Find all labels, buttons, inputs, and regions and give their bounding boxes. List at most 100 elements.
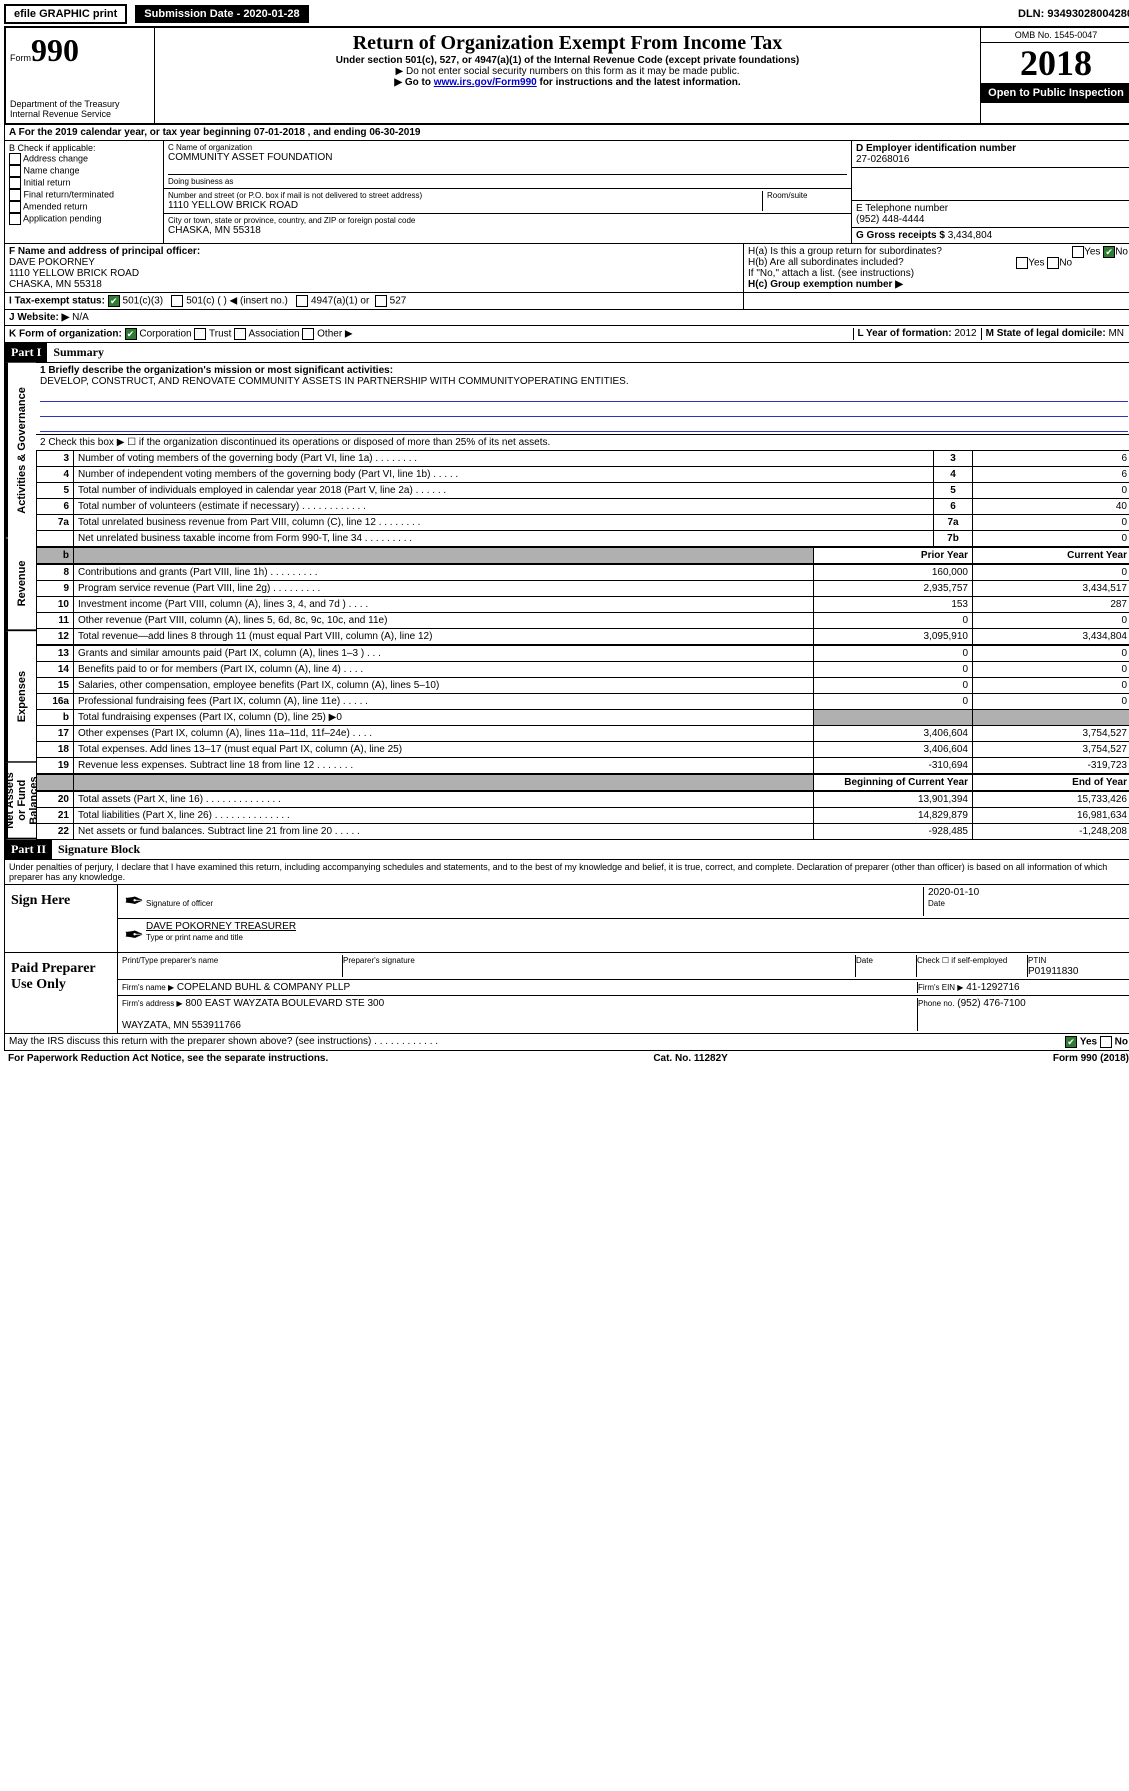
check-self-employed[interactable]: Check ☐ if self-employed [917, 956, 1007, 965]
vert-expenses: Expenses [6, 631, 36, 763]
revenue-table: 8Contributions and grants (Part VIII, li… [36, 564, 1129, 645]
efile-button[interactable]: efile GRAPHIC print [4, 4, 127, 24]
info-grid: B Check if applicable: Address change Na… [4, 141, 1129, 244]
tax-year: 2018 [981, 43, 1129, 83]
i-501c3[interactable] [108, 295, 120, 307]
l-value: 2012 [954, 328, 976, 339]
room-label: Room/suite [767, 191, 847, 200]
checkbox[interactable] [9, 177, 21, 189]
row-f-h: F Name and address of principal officer:… [4, 244, 1129, 293]
section-a: A For the 2019 calendar year, or tax yea… [4, 125, 1129, 141]
hb-label: H(b) Are all subordinates included? [748, 257, 904, 268]
perjury-text: Under penalties of perjury, I declare th… [4, 860, 1129, 885]
firm-phone: (952) 476-7100 [957, 998, 1025, 1009]
part2-badge: Part II [5, 840, 52, 859]
opt-trust: Trust [209, 329, 231, 340]
ptin-value: P01911830 [1028, 966, 1078, 977]
submission-date-button[interactable]: Submission Date - 2020-01-28 [135, 5, 308, 23]
dln-label: DLN: 93493028004280 [1018, 8, 1129, 20]
k-other[interactable] [302, 328, 314, 340]
part1-header-row: Part I Summary [4, 343, 1129, 363]
opt-501c: 501(c) ( ) ◀ (insert no.) [186, 296, 288, 307]
ptin-label: PTIN [1028, 956, 1046, 965]
hb-note: If "No," attach a list. (see instruction… [748, 268, 1128, 279]
pen-icon2: ✒ [122, 921, 146, 950]
j-label: J Website: ▶ [9, 312, 69, 323]
form-header: Form990 Department of the Treasury Inter… [4, 26, 1129, 125]
form-title: Return of Organization Exempt From Incom… [159, 32, 976, 55]
date-label: Date [928, 899, 945, 908]
sig-officer-label: Signature of officer [146, 899, 213, 908]
k-label: K Form of organization: [9, 329, 122, 340]
k-assoc[interactable] [234, 328, 246, 340]
i-4947[interactable] [296, 295, 308, 307]
hb-no[interactable] [1047, 257, 1059, 269]
part1-badge: Part I [5, 343, 47, 362]
ha-no[interactable] [1103, 246, 1115, 258]
cat-no: Cat. No. 11282Y [653, 1053, 727, 1064]
discuss-yes[interactable] [1065, 1036, 1077, 1048]
col-b: B Check if applicable: Address change Na… [5, 141, 164, 243]
phone-label: E Telephone number [856, 203, 1128, 214]
i-label: I Tax-exempt status: [9, 296, 105, 307]
officer-name: DAVE POKORNEY [9, 257, 95, 268]
paperwork-notice: For Paperwork Reduction Act Notice, see … [8, 1053, 328, 1064]
netassets-header: Beginning of Current Year End of Year [36, 774, 1129, 791]
dept-label: Department of the Treasury Internal Reve… [10, 99, 150, 119]
ein-value: 27-0268016 [856, 154, 1128, 165]
col-c: C Name of organization COMMUNITY ASSET F… [164, 141, 852, 243]
ha-yes[interactable] [1072, 246, 1084, 258]
opt-assoc: Association [248, 329, 299, 340]
col-b-label: B Check if applicable: [9, 143, 159, 153]
firm-ein: 41-1292716 [966, 982, 1019, 993]
i-527[interactable] [375, 295, 387, 307]
expenses-table: 13Grants and similar amounts paid (Part … [36, 645, 1129, 774]
irs-link[interactable]: www.irs.gov/Form990 [434, 77, 537, 88]
note-link: ▶ Go to www.irs.gov/Form990 for instruct… [159, 77, 976, 88]
hb-yes[interactable] [1016, 257, 1028, 269]
l-label: L Year of formation: [858, 328, 952, 339]
col-begin: Beginning of Current Year [814, 775, 973, 791]
firm-addr-label: Firm's address ▶ [122, 999, 183, 1008]
netassets-table: 20Total assets (Part X, line 16) . . . .… [36, 791, 1129, 840]
opt-other: Other ▶ [317, 329, 352, 340]
col-current: Current Year [973, 548, 1129, 564]
k-corp[interactable] [125, 328, 137, 340]
top-bar: efile GRAPHIC print Submission Date - 20… [4, 4, 1129, 24]
form-number: 990 [31, 32, 79, 68]
discuss-row: May the IRS discuss this return with the… [4, 1034, 1129, 1051]
checkbox[interactable] [9, 201, 21, 213]
vert-revenue: Revenue [6, 538, 36, 631]
open-public-badge: Open to Public Inspection [981, 83, 1129, 103]
gross-value: 3,434,804 [948, 230, 993, 241]
opt-corp: Corporation [139, 329, 191, 340]
type-name-label: Type or print name and title [146, 933, 243, 942]
checkbox[interactable] [9, 213, 21, 225]
pen-icon: ✒ [122, 887, 146, 916]
mission-text: DEVELOP, CONSTRUCT, AND RENOVATE COMMUNI… [40, 376, 629, 387]
ein-label: D Employer identification number [856, 143, 1128, 154]
row-j: J Website: ▶ N/A [4, 310, 1129, 326]
k-trust[interactable] [194, 328, 206, 340]
line1-label: 1 Briefly describe the organization's mi… [40, 365, 393, 376]
org-address: 1110 YELLOW BRICK ROAD [168, 200, 762, 211]
form-ref: Form 990 (2018) [1053, 1053, 1129, 1064]
opt-527: 527 [390, 296, 407, 307]
gross-label: G Gross receipts $ [856, 230, 945, 241]
row-i: I Tax-exempt status: 501(c)(3) 501(c) ( … [4, 293, 1129, 310]
checkbox[interactable] [9, 165, 21, 177]
org-name: COMMUNITY ASSET FOUNDATION [168, 152, 847, 163]
form-subtitle: Under section 501(c), 527, or 4947(a)(1)… [159, 55, 976, 66]
m-label: M State of legal domicile: [986, 328, 1106, 339]
checkbox[interactable] [9, 189, 21, 201]
discuss-no[interactable] [1100, 1036, 1112, 1048]
dba-label: Doing business as [168, 174, 847, 186]
i-501c[interactable] [171, 295, 183, 307]
hc-label: H(c) Group exemption number ▶ [748, 279, 903, 290]
note-ssn: ▶ Do not enter social security numbers o… [159, 66, 976, 77]
checkbox[interactable] [9, 153, 21, 165]
vert-netassets: Net Assets or Fund Balances [6, 763, 36, 840]
revenue-header: b Prior Year Current Year [36, 547, 1129, 564]
f-label: F Name and address of principal officer: [9, 246, 200, 257]
part1-body: Activities & Governance Revenue Expenses… [4, 363, 1129, 840]
